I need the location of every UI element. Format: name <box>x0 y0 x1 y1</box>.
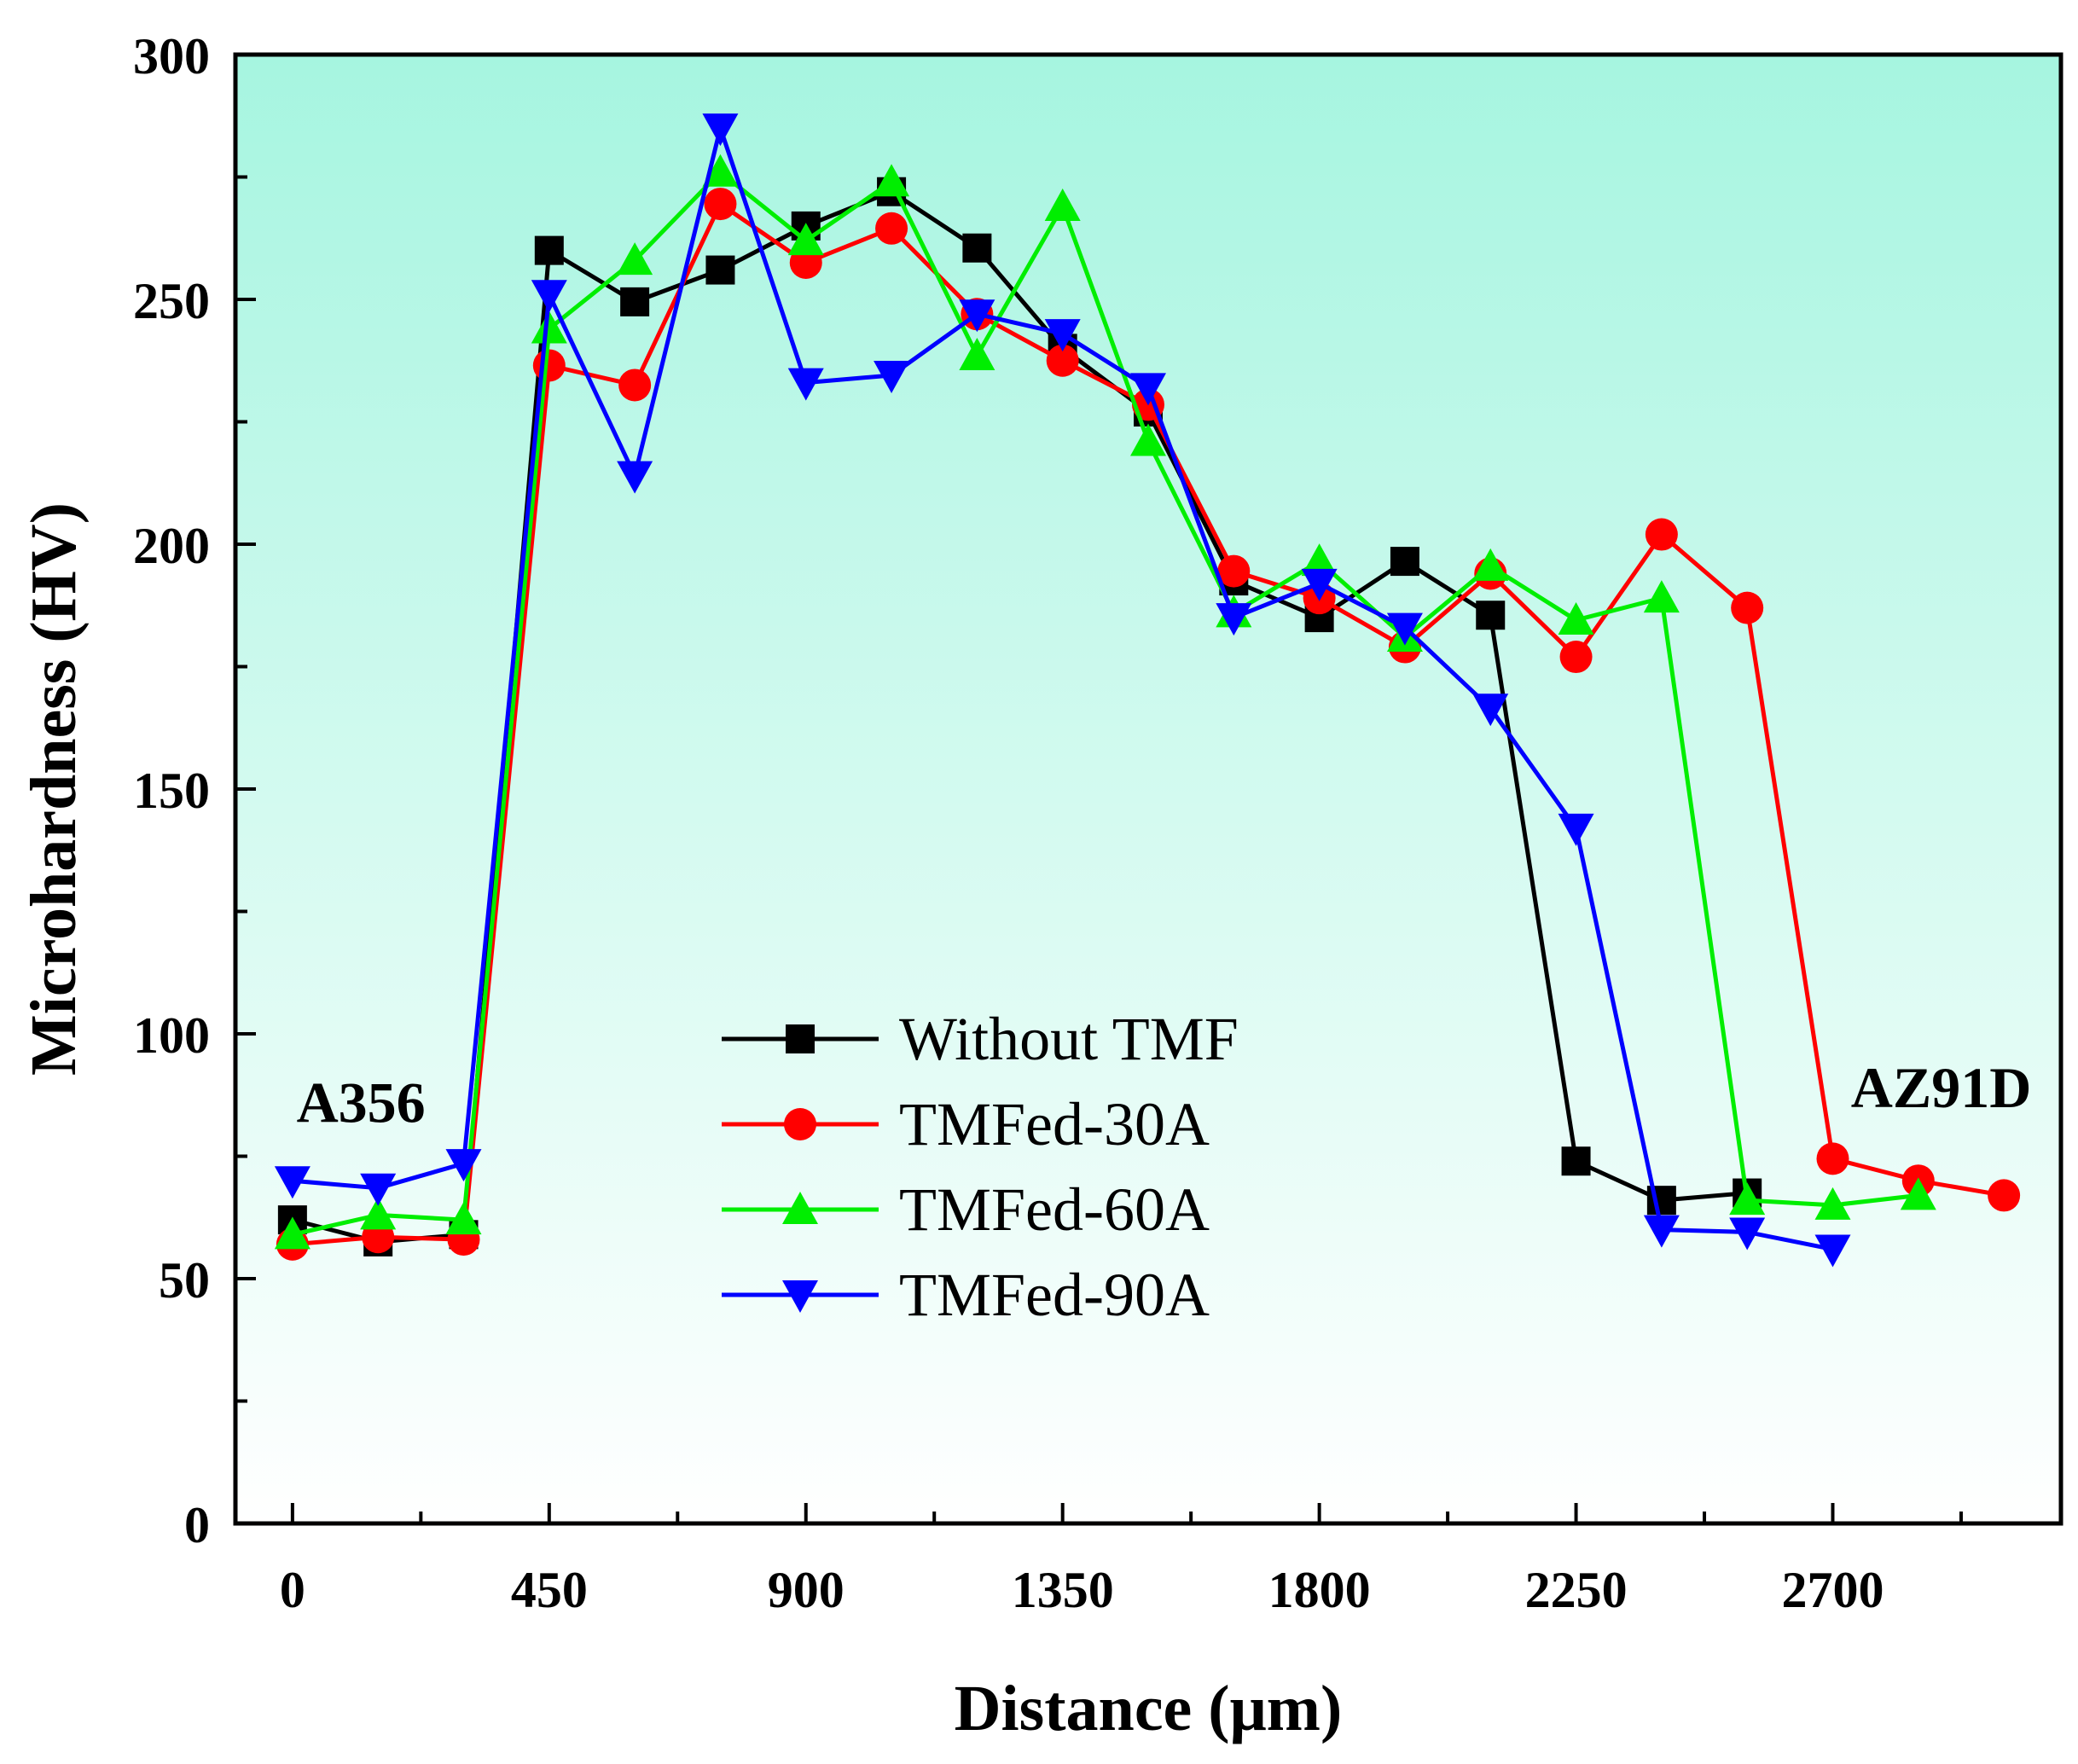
legend: Without TMF TMFed-30A TMFed-60A TMFed-90A <box>722 1005 1239 1329</box>
data-point <box>1217 554 1251 588</box>
data-point <box>1729 1182 1766 1216</box>
data-point <box>445 1149 482 1182</box>
data-point <box>705 255 735 285</box>
data-point <box>1472 693 1509 727</box>
legend-label: Without TMF <box>899 1005 1239 1073</box>
data-point <box>1814 1234 1851 1268</box>
x-tick-label: 2700 <box>1782 1562 1884 1618</box>
data-point <box>360 1173 397 1206</box>
y-tick-label: 100 <box>133 1007 210 1064</box>
data-point <box>618 368 652 402</box>
data-point <box>1643 1215 1680 1248</box>
series-tmfed-90a <box>274 113 1851 1268</box>
data-point <box>1386 612 1423 646</box>
data-point <box>1814 1187 1851 1220</box>
series-line <box>292 189 1748 1245</box>
y-tick-label: 50 <box>159 1252 210 1308</box>
data-point <box>874 164 910 197</box>
x-tick-label: 2250 <box>1525 1562 1628 1618</box>
data-point <box>1900 1177 1936 1210</box>
data-point <box>1561 1146 1591 1176</box>
data-point <box>360 1197 397 1230</box>
x-tick-label: 0 <box>280 1562 305 1618</box>
data-point <box>1558 601 1594 635</box>
data-point <box>445 1202 482 1235</box>
data-point <box>1130 423 1166 456</box>
data-point <box>959 338 995 371</box>
data-point <box>534 235 564 265</box>
x-tick-label: 900 <box>768 1562 845 1618</box>
data-point <box>1130 373 1166 406</box>
data-point <box>1645 518 1678 551</box>
annotation-label: AZ91D <box>1851 1055 2032 1120</box>
y-tick-label: 250 <box>133 273 210 329</box>
data-point <box>620 287 650 316</box>
legend-label: TMFed-90A <box>899 1261 1210 1329</box>
data-point <box>704 188 737 221</box>
data-point <box>874 360 910 393</box>
annotation-label: A356 <box>297 1070 426 1134</box>
data-point <box>875 212 908 245</box>
data-point <box>1301 543 1338 577</box>
y-axis-title: Microhardness (HV) <box>18 502 90 1076</box>
data-point <box>1643 580 1680 613</box>
data-point <box>531 310 567 344</box>
data-point <box>532 349 566 382</box>
data-point <box>617 461 653 494</box>
data-point <box>1044 188 1081 221</box>
data-point <box>702 154 739 187</box>
legend-marker <box>784 1108 816 1140</box>
data-point <box>1558 813 1594 846</box>
y-tick-label: 200 <box>133 518 210 574</box>
data-point <box>531 280 567 313</box>
data-point <box>274 1216 311 1250</box>
data-point <box>1390 547 1419 577</box>
y-tick-label: 0 <box>184 1497 210 1553</box>
data-point <box>1476 601 1506 630</box>
data-point <box>1559 641 1593 674</box>
data-point <box>274 1166 311 1199</box>
data-point <box>617 242 653 276</box>
data-point <box>1731 591 1764 624</box>
series-tmfed-60a <box>274 154 1936 1250</box>
data-point <box>1301 568 1338 601</box>
legend-marker <box>786 1024 815 1053</box>
legend-marker <box>782 1280 818 1313</box>
legend-label: TMFed-60A <box>899 1175 1210 1244</box>
data-point <box>1216 603 1252 636</box>
y-tick-label: 150 <box>133 763 210 819</box>
legend-marker <box>782 1192 818 1224</box>
data-point <box>1046 344 1079 377</box>
data-point <box>962 233 992 263</box>
data-point <box>959 299 995 333</box>
data-point <box>702 113 739 147</box>
y-tick-label: 300 <box>133 28 210 84</box>
data-point <box>1816 1142 1849 1175</box>
x-tick-label: 1350 <box>1012 1562 1114 1618</box>
legend-label: TMFed-30A <box>899 1090 1210 1158</box>
data-point <box>787 368 824 401</box>
x-tick-label: 450 <box>511 1562 588 1618</box>
series-line <box>292 170 1919 1237</box>
data-point <box>1472 548 1509 581</box>
data-point <box>1988 1179 2021 1212</box>
data-point <box>787 223 824 256</box>
plot-area <box>235 55 2061 1523</box>
x-tick-label: 1800 <box>1268 1562 1371 1618</box>
data-point <box>1729 1217 1766 1250</box>
x-axis-title: Distance (μm) <box>955 1673 1343 1744</box>
data-point <box>1044 319 1081 352</box>
